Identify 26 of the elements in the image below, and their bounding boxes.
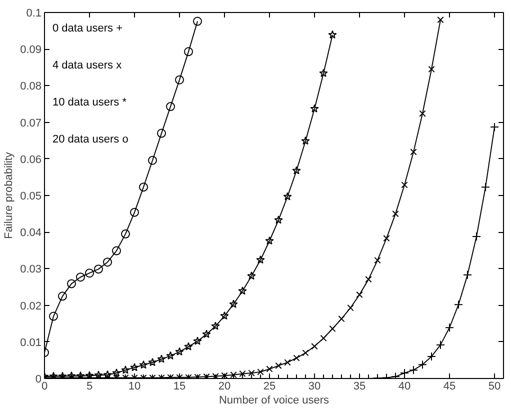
x-tick-label: 45 bbox=[443, 380, 456, 392]
x-tick-label: 30 bbox=[308, 380, 321, 392]
x-tick-label: 10 bbox=[128, 380, 141, 392]
y-tick-label: 0.08 bbox=[20, 80, 42, 93]
x-tick-label: 40 bbox=[398, 380, 411, 392]
annotation: 20 data users o bbox=[52, 134, 128, 146]
x-tick-label: 50 bbox=[488, 380, 501, 392]
x-tick-label: 5 bbox=[86, 380, 93, 392]
y-tick-label: 0.01 bbox=[20, 336, 42, 349]
annotation: 4 data users x bbox=[52, 60, 122, 72]
y-tick-label: 0.06 bbox=[20, 154, 42, 166]
y-tick-label: 0.03 bbox=[20, 264, 42, 276]
x-axis-title: Number of voice users bbox=[218, 394, 330, 406]
annotation: 0 data users + bbox=[52, 22, 123, 34]
x-tick-label: 20 bbox=[218, 380, 231, 392]
y-tick-label: 0.04 bbox=[20, 227, 42, 240]
x-tick-label: 35 bbox=[353, 380, 366, 392]
y-tick-label: 0.07 bbox=[20, 117, 42, 130]
y-tick-label: 0.09 bbox=[20, 44, 42, 56]
annotation: 10 data users * bbox=[52, 96, 128, 108]
y-tick-label: 0.05 bbox=[20, 190, 42, 202]
y-tick-label: 0.02 bbox=[20, 300, 42, 312]
y-axis-title: Failure probability bbox=[3, 152, 16, 239]
y-tick-label: 0.1 bbox=[26, 8, 42, 20]
x-tick-label: 15 bbox=[173, 380, 186, 392]
x-tick-label: 25 bbox=[263, 380, 276, 392]
